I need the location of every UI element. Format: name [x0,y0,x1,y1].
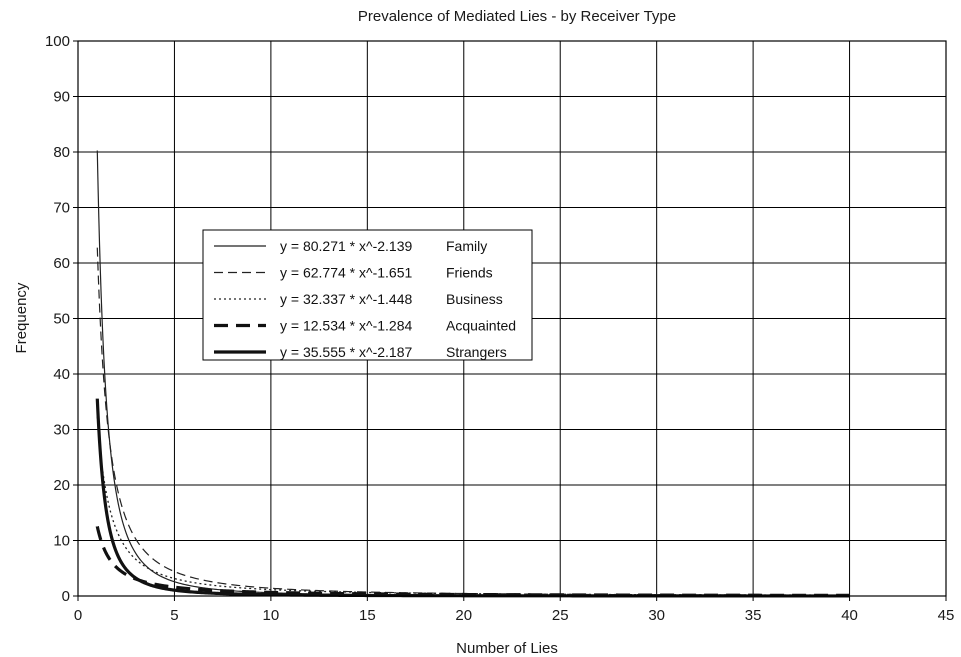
legend-box [202,229,533,361]
y-tick-label: 70 [53,200,70,217]
tick-labels: 0 5 10 15 20 25 30 35 40 45 0 10 20 30 40 50 60 70 80 90 100 [45,33,954,624]
x-tick-label: 10 [263,607,280,624]
y-tick-label: 100 [45,33,70,50]
x-tick-label: 35 [745,607,762,624]
y-tick-label: 50 [53,311,70,328]
x-tick-label: 15 [359,607,376,624]
x-tick-label: 20 [455,607,472,624]
y-axis-title: Frequency [13,282,30,353]
legend: y = 80.271 * x^-2.139 Family y = 62.774 * … [202,229,533,361]
y-tick-label: 10 [53,533,70,550]
y-tick-label: 40 [53,366,70,383]
legend-label: Strangers [446,344,507,360]
x-axis-title: Number of Lies [456,640,558,657]
legend-equation: y = 32.337 * x^-1.448 [280,291,412,307]
series-line-friends [96,247,850,596]
y-tick-label: 90 [53,89,70,106]
legend-equation: y = 80.271 * x^-2.139 [280,238,412,254]
legend-label: Family [446,238,487,254]
y-tick-label: 30 [53,422,70,439]
legend-equation: y = 12.534 * x^-1.284 [280,318,412,334]
x-tick-label: 40 [841,607,858,624]
x-tick-label: 5 [170,607,178,624]
y-tick-label: 0 [62,588,70,605]
plot-frame [77,40,947,597]
x-tick-label: 25 [552,607,569,624]
legend-label: Friends [446,265,493,281]
y-tick-label: 60 [53,255,70,272]
chart-title: Prevalence of Mediated Lies - by Receive… [358,8,676,25]
legend-equation: y = 35.555 * x^-2.187 [280,344,412,360]
x-tick-label: 0 [74,607,82,624]
legend-label: Acquainted [446,318,516,334]
y-tick-label: 80 [53,144,70,161]
legend-label: Business [446,291,503,307]
x-tick-label: 45 [938,607,955,624]
y-tick-label: 20 [53,477,70,494]
x-tick-label: 30 [648,607,665,624]
legend-equation: y = 62.774 * x^-1.651 [280,265,412,281]
